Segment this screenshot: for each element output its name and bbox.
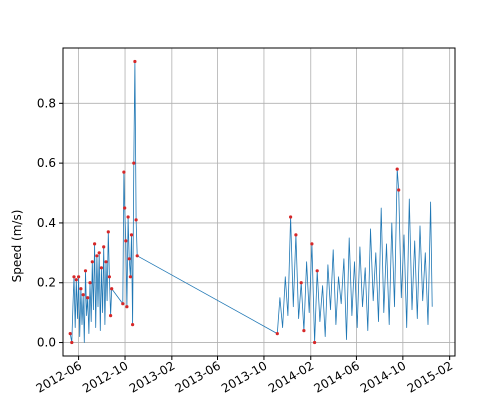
- speed-point-marker: [97, 251, 101, 255]
- y-tick-label: 0.8: [37, 96, 56, 110]
- speed-point-marker: [122, 170, 126, 174]
- speed-point-marker: [95, 254, 99, 258]
- speed-point-marker: [88, 281, 92, 285]
- speed-point-marker: [70, 340, 74, 345]
- speed-point-marker: [294, 233, 298, 237]
- speed-point-marker: [106, 230, 110, 234]
- speed-point-marker: [131, 323, 135, 327]
- speed-point-marker: [109, 314, 113, 318]
- speed-point-marker: [126, 215, 130, 219]
- speed-point-marker: [99, 266, 103, 270]
- y-tick-label: 0.2: [37, 276, 56, 290]
- speed-point-marker: [315, 269, 319, 273]
- speed-point-marker: [121, 302, 125, 306]
- speed-point-marker: [289, 215, 293, 219]
- speed-point-marker: [129, 233, 134, 237]
- speed-point-marker: [128, 275, 132, 279]
- speed-point-marker: [79, 287, 83, 291]
- speed-point-marker: [125, 305, 129, 309]
- speed-point-marker: [83, 269, 88, 273]
- y-tick-label: 0.6: [37, 156, 56, 170]
- speed-point-marker: [395, 167, 399, 171]
- speed-point-marker: [134, 218, 138, 222]
- speed-point-marker: [107, 275, 111, 279]
- speed-point-marker: [299, 281, 303, 285]
- speed-point-marker: [72, 275, 76, 279]
- speed-point-marker: [302, 329, 306, 333]
- speed-point-marker: [77, 275, 81, 279]
- speed-point-marker: [310, 242, 314, 246]
- speed-point-marker: [135, 254, 139, 258]
- axes-frame: [62, 47, 456, 357]
- speed-point-marker: [313, 340, 317, 345]
- speed-point-marker: [397, 188, 401, 192]
- speed-point-marker: [133, 59, 137, 64]
- speed-point-marker: [110, 287, 114, 291]
- y-tick-label: 0.4: [37, 216, 56, 230]
- y-axis-label: Speed (m/s): [10, 210, 24, 283]
- y-tick-label: 0.0: [37, 336, 56, 350]
- speed-point-marker: [275, 332, 279, 336]
- speed-series-line: [69, 61, 433, 343]
- speed-point-marker: [124, 239, 128, 243]
- speed-point-marker: [81, 293, 85, 297]
- speed-point-marker: [132, 161, 136, 165]
- speed-point-marker: [123, 206, 127, 210]
- speed-point-marker: [68, 332, 72, 336]
- speed-point-marker: [127, 257, 131, 261]
- speed-point-marker: [90, 260, 94, 264]
- speed-point-marker: [74, 278, 78, 282]
- speed-point-marker: [86, 296, 90, 300]
- speed-point-marker: [93, 242, 97, 246]
- speed-point-marker: [104, 260, 108, 264]
- plot-area: [68, 59, 433, 345]
- speed-point-marker: [102, 245, 106, 249]
